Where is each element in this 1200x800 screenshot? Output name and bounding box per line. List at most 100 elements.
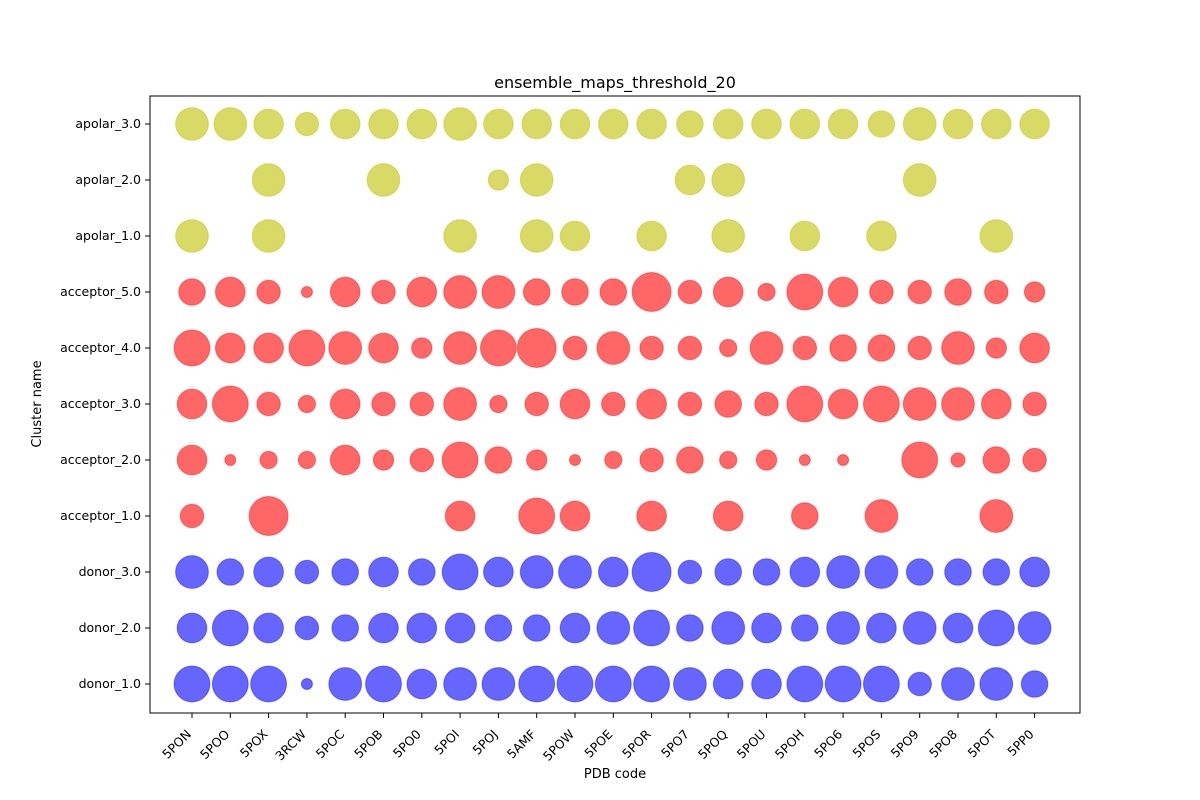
data-point	[829, 334, 857, 362]
data-point	[786, 273, 824, 311]
data-point	[1020, 670, 1049, 698]
data-point	[984, 279, 1009, 305]
data-point	[329, 276, 361, 308]
data-point	[749, 331, 784, 365]
y-tick-label: acceptor_5.0	[60, 284, 141, 299]
data-point	[213, 107, 248, 141]
data-point	[176, 388, 208, 420]
data-point	[214, 276, 246, 308]
data-point	[789, 108, 821, 140]
data-point	[300, 677, 313, 691]
y-axis-ticks: donor_1.0 donor_2.0 donor_3.0 acceptor_1.0 a…	[60, 116, 150, 691]
data-point	[862, 385, 900, 423]
y-tick-label: apolar_1.0	[75, 228, 141, 243]
data-point	[1019, 556, 1050, 588]
data-point	[944, 278, 972, 306]
y-tick-label: acceptor_4.0	[60, 340, 141, 355]
x-axis-label: PDB code	[584, 767, 646, 782]
data-point	[864, 555, 899, 589]
data-point	[441, 553, 479, 591]
data-point	[712, 500, 744, 532]
data-point	[907, 279, 932, 305]
y-axis-label: Cluster name	[30, 360, 45, 447]
data-point	[867, 334, 896, 362]
points-layer	[173, 107, 1052, 703]
data-point	[521, 108, 553, 140]
data-point	[827, 276, 859, 308]
data-point	[556, 665, 594, 703]
data-point	[711, 219, 746, 253]
data-point	[751, 668, 782, 700]
data-point	[712, 108, 744, 140]
x-tick-label: 5POI	[431, 727, 462, 758]
data-point	[599, 278, 628, 306]
data-point	[604, 450, 623, 470]
data-point	[443, 667, 478, 701]
data-point	[173, 329, 211, 367]
data-point	[902, 611, 937, 645]
data-point	[408, 558, 436, 586]
data-point	[253, 108, 284, 140]
data-point	[827, 388, 859, 420]
x-tick-label: 5POH	[772, 727, 807, 762]
data-point	[366, 163, 401, 197]
data-point	[294, 615, 320, 641]
chart-title: ensemble_maps_threshold_20	[494, 73, 736, 93]
data-point	[979, 219, 1014, 253]
data-point	[522, 614, 551, 642]
data-point	[636, 220, 667, 252]
data-point	[866, 220, 897, 252]
data-point	[791, 502, 819, 530]
x-tick-label: 5POB	[351, 727, 386, 762]
x-tick-label: 5POS	[849, 726, 883, 760]
data-point	[751, 612, 782, 644]
data-point	[791, 614, 819, 642]
data-point	[901, 441, 939, 479]
data-point	[561, 278, 589, 306]
data-point	[175, 107, 209, 141]
data-point	[250, 665, 288, 703]
data-point	[479, 329, 517, 367]
data-point	[941, 387, 975, 421]
data-point	[597, 556, 629, 588]
data-point	[754, 391, 779, 417]
data-point	[597, 108, 629, 140]
data-point	[712, 668, 744, 700]
y-tick-label: acceptor_3.0	[60, 396, 141, 411]
data-point	[719, 338, 738, 358]
data-point	[253, 556, 284, 588]
data-point	[826, 611, 860, 645]
x-tick-label: 5PON	[159, 727, 194, 762]
data-point	[288, 329, 326, 367]
data-point	[980, 388, 1012, 420]
data-point	[211, 665, 249, 703]
x-tick-label: 5POR	[619, 726, 654, 761]
data-point	[331, 558, 360, 586]
data-point	[484, 614, 513, 642]
data-point	[518, 497, 556, 535]
data-point	[1017, 611, 1052, 645]
data-point	[674, 164, 706, 196]
data-point	[907, 671, 932, 697]
data-point	[826, 555, 860, 589]
x-tick-label: 5PO9	[888, 726, 922, 760]
data-point	[711, 611, 746, 645]
data-point	[601, 391, 626, 417]
data-point	[677, 391, 703, 417]
data-point	[942, 612, 974, 644]
data-point	[211, 609, 249, 647]
data-point	[519, 555, 554, 589]
data-point	[673, 667, 707, 701]
data-point	[211, 385, 249, 423]
data-point	[365, 665, 402, 703]
data-point	[677, 335, 703, 361]
data-point	[942, 108, 974, 140]
data-point	[371, 279, 396, 305]
data-point	[631, 552, 672, 592]
x-tick-label: 5AMF	[504, 727, 539, 762]
data-point	[1019, 108, 1050, 140]
y-tick-label: acceptor_2.0	[60, 452, 141, 467]
data-point	[712, 276, 744, 308]
